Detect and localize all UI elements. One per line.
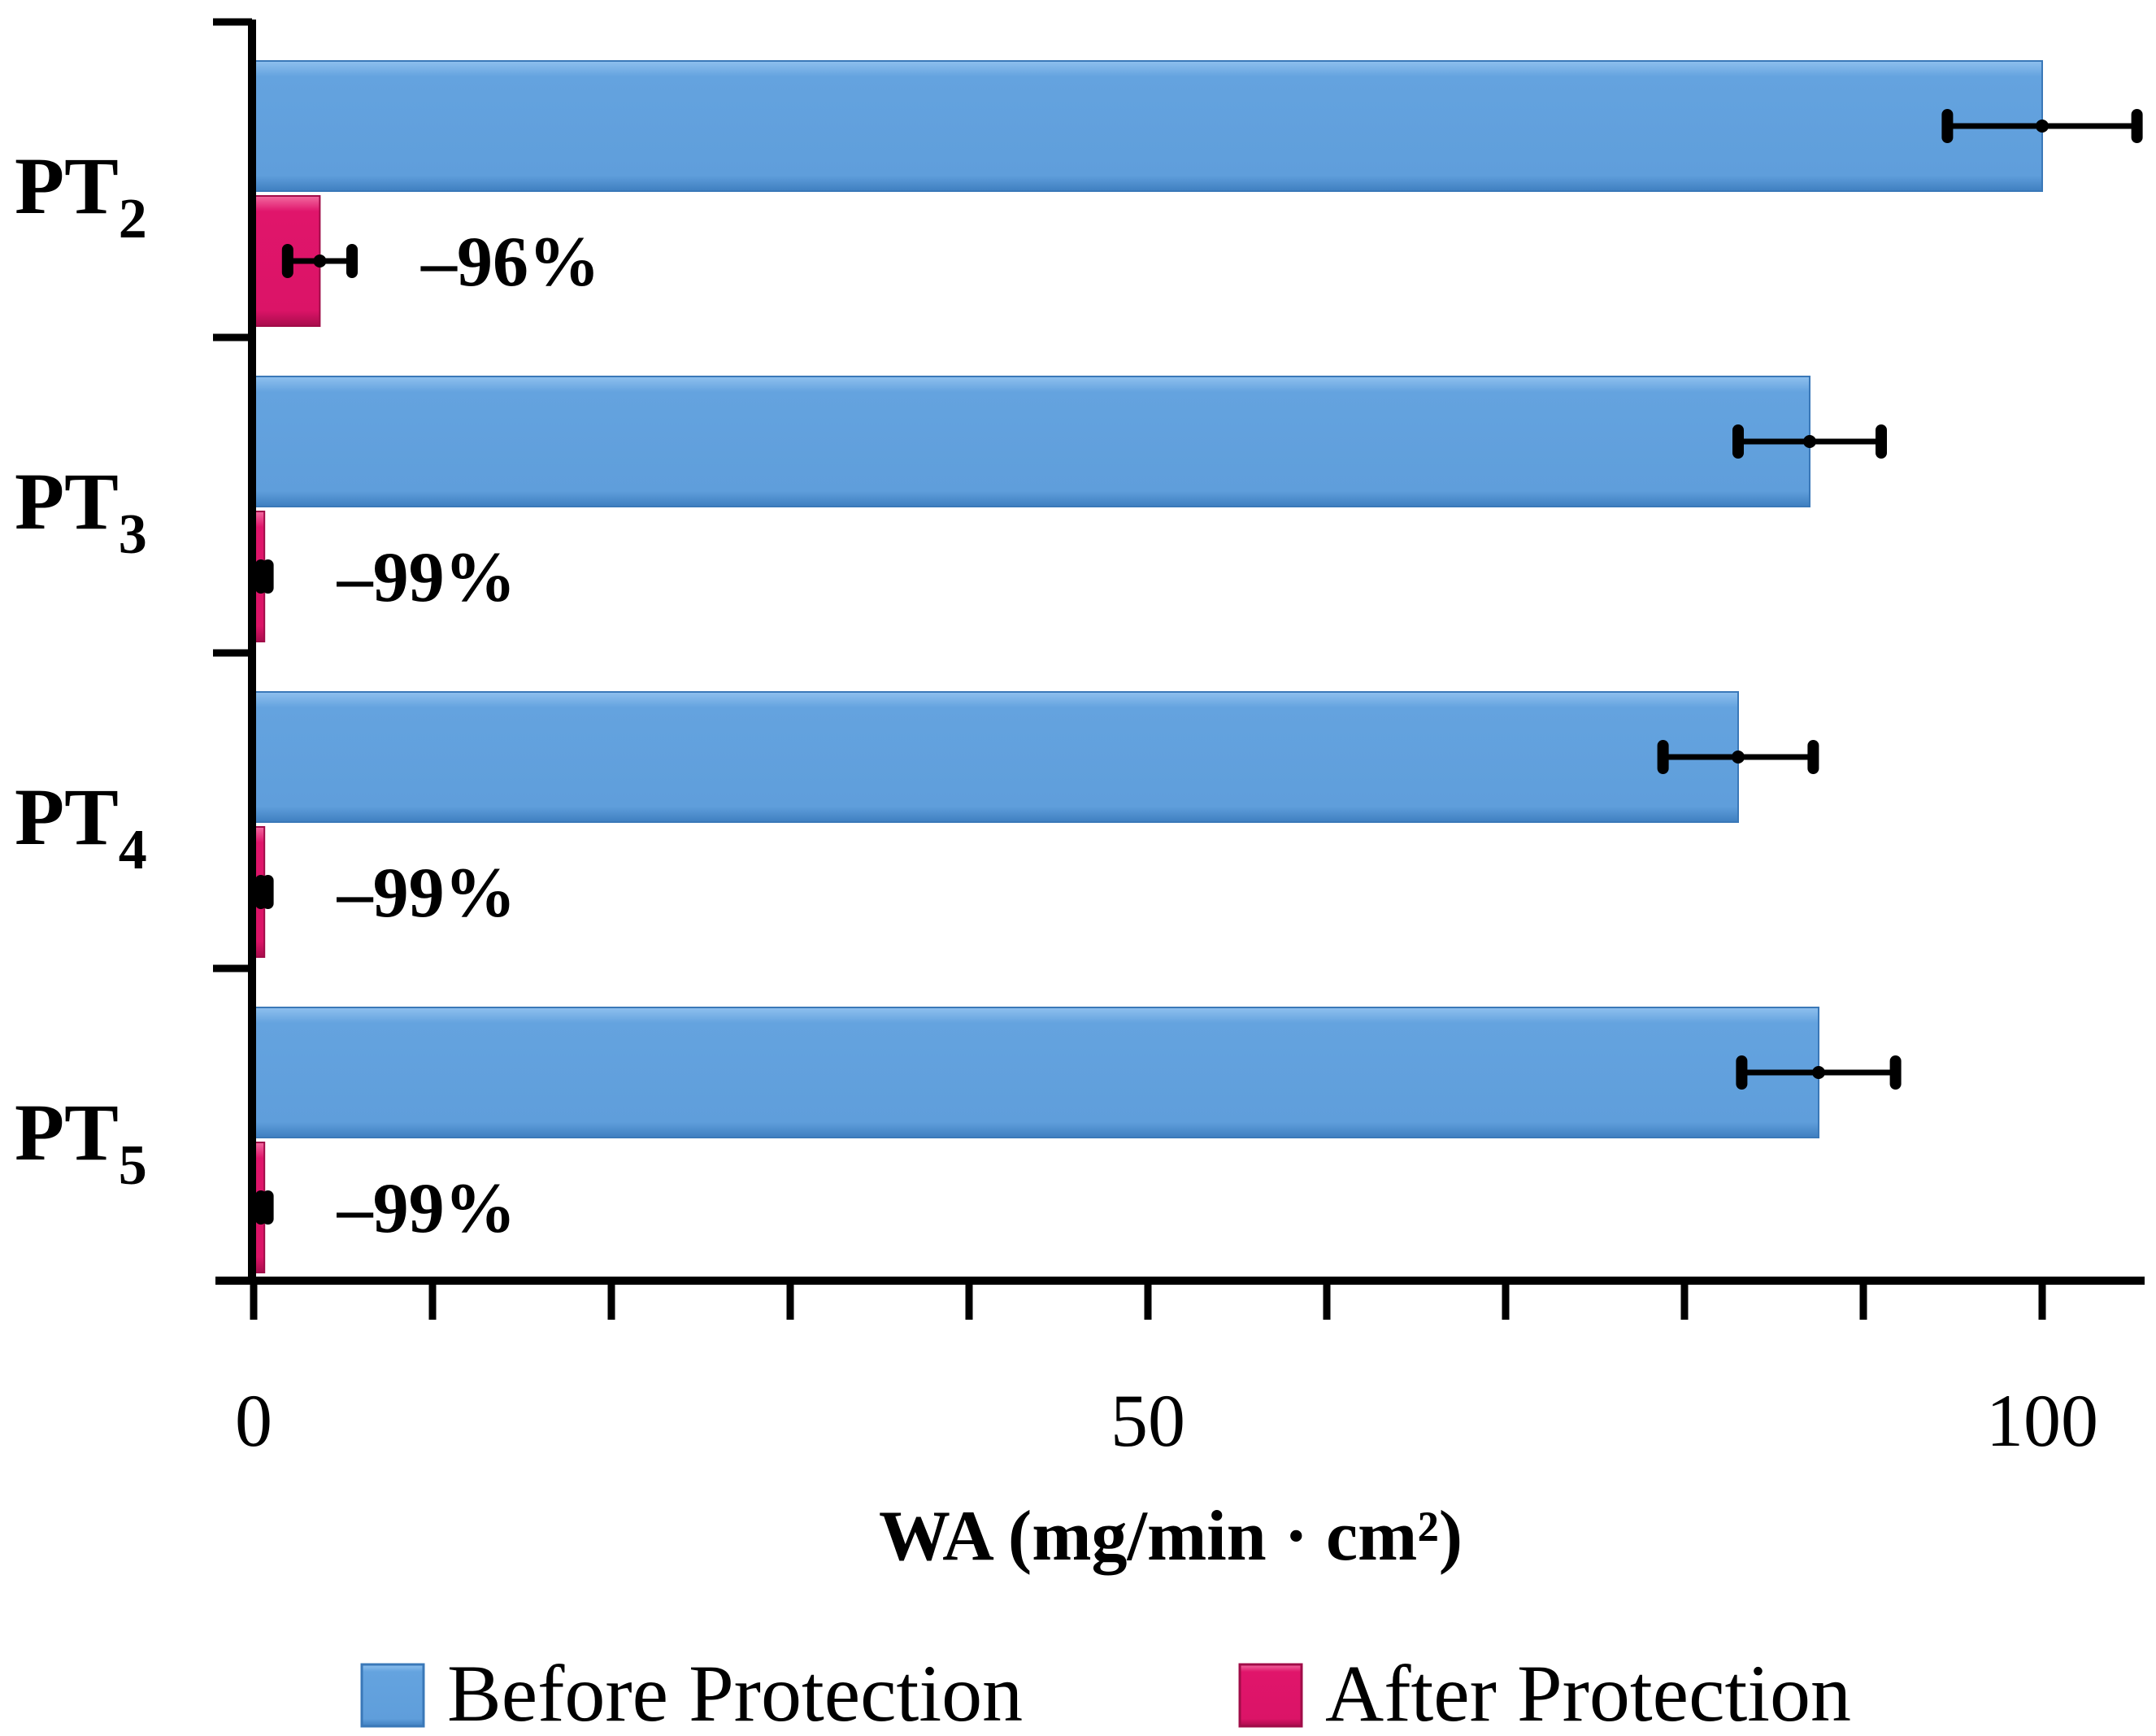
- reduction-label: –96%: [420, 223, 600, 302]
- bars-group: [253, 60, 2043, 1273]
- error-bars-group: [254, 109, 2143, 1225]
- annotations-group: –96% –99% –99% –99%: [337, 223, 600, 1248]
- category-label: PT5: [15, 1087, 147, 1197]
- legend: Before Protection After Protection: [360, 1648, 1851, 1736]
- error-bar-before-pt2: [1941, 109, 2143, 143]
- legend-label: After Protection: [1325, 1648, 1851, 1736]
- category-labels-group: PT2 PT3 PT4 PT5: [15, 141, 147, 1197]
- error-bar-after-pt3: [254, 559, 274, 594]
- legend-item-before: Before Protection: [360, 1648, 1023, 1736]
- category-label: PT4: [15, 772, 147, 881]
- bar-before-pt3: [253, 376, 1810, 507]
- reduction-label: –99%: [337, 854, 516, 933]
- category-label: PT3: [15, 456, 147, 566]
- legend-swatch: [360, 1663, 425, 1728]
- reduction-label: –99%: [337, 538, 516, 617]
- legend-swatch: [1238, 1663, 1303, 1728]
- error-bar-before-pt3: [1732, 424, 1887, 459]
- error-bar-before-pt5: [1736, 1055, 1902, 1090]
- legend-item-after: After Protection: [1238, 1648, 1851, 1736]
- x-tick-label: 50: [1111, 1379, 1185, 1462]
- bar-before-pt5: [253, 1007, 1819, 1138]
- error-bar-before-pt4: [1657, 740, 1819, 774]
- bar-before-pt2: [253, 60, 2043, 192]
- category-label: PT2: [15, 141, 147, 250]
- x-axis-title: WA (mg/min · cm²): [879, 1497, 1463, 1576]
- error-bar-after-pt4: [254, 875, 274, 909]
- error-bar-after-pt2: [281, 244, 358, 278]
- legend-label: Before Protection: [447, 1648, 1023, 1736]
- reduction-label: –99%: [337, 1169, 516, 1248]
- error-bar-after-pt5: [254, 1190, 274, 1225]
- x-tick-label: 0: [235, 1379, 272, 1462]
- bar-before-pt4: [253, 691, 1739, 823]
- x-tick-label: 100: [1986, 1379, 2098, 1462]
- axes-group: 0 50 100: [213, 18, 2145, 1462]
